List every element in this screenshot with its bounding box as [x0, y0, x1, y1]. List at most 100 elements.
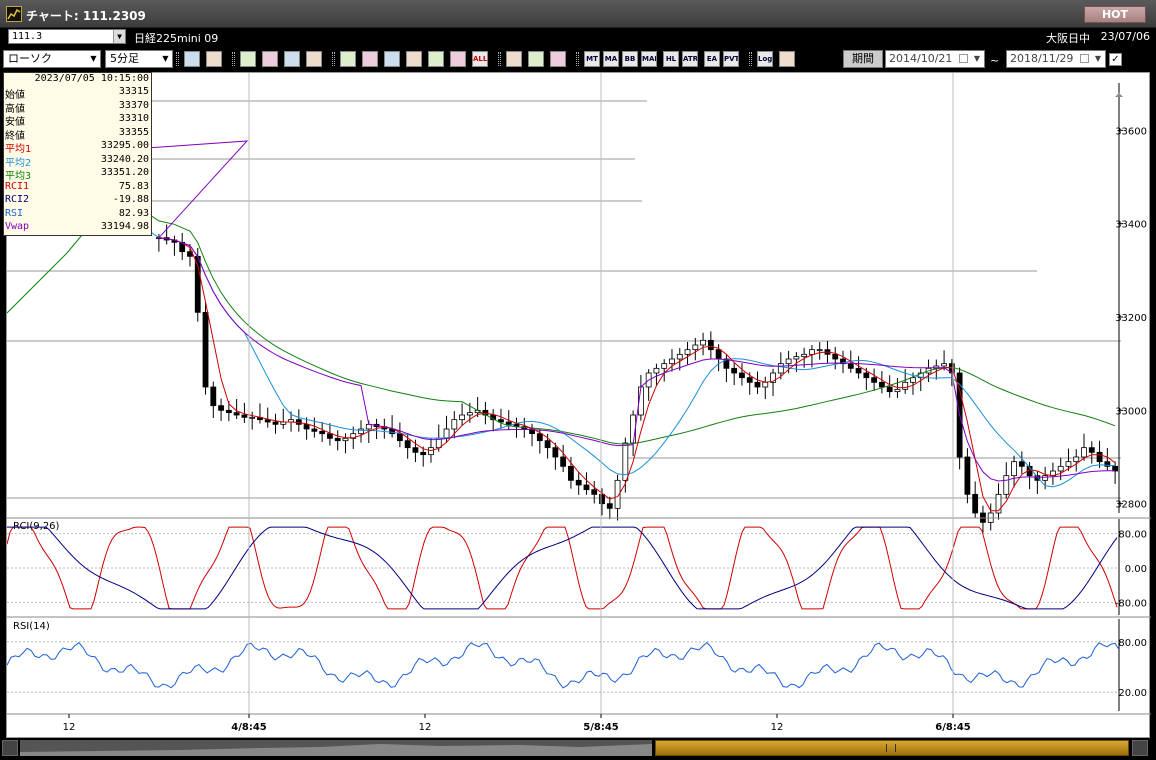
candle-body	[428, 447, 434, 456]
chart-area[interactable]: 33600 33400 33200 33000 32800 RCI(9,26) 80.00…	[6, 72, 1151, 739]
info-key: 終値	[5, 130, 25, 142]
candle-body	[863, 372, 870, 379]
candle-body	[972, 493, 979, 514]
zoom-icon[interactable]	[184, 51, 200, 67]
chart-type-value: ローソク	[8, 52, 52, 65]
start-date-value: 2014/10/21	[889, 52, 953, 65]
candle-body	[700, 339, 706, 346]
info-value: 82.93	[118, 207, 149, 219]
end-date-field[interactable]: 2018/11/29 ▼	[1006, 50, 1106, 68]
bar-right-icon[interactable]	[450, 51, 466, 67]
candle-body	[964, 456, 971, 495]
candle-body	[746, 377, 753, 383]
calendar-icon[interactable]	[1080, 54, 1089, 63]
candle-body	[412, 447, 419, 453]
candle-body	[816, 349, 823, 352]
disabled-icon[interactable]	[340, 51, 356, 67]
redo-icon[interactable]	[406, 51, 422, 67]
candle-body	[1011, 461, 1017, 477]
candle-body	[871, 377, 878, 383]
info-value: 33310	[118, 113, 149, 124]
line-icon[interactable]	[362, 51, 378, 67]
crosshair-icon[interactable]	[206, 51, 222, 67]
info-value: 33355	[118, 126, 149, 138]
pvt-icon[interactable]: PVT	[723, 51, 739, 67]
y-tick-label: 33400	[1115, 220, 1147, 231]
candle-body	[661, 363, 668, 369]
atr-icon[interactable]: ATR	[682, 51, 698, 67]
candle-body	[202, 311, 209, 388]
title-bar: チャート: 111.2309 HOT	[0, 0, 1156, 28]
ma-icon[interactable]: MA	[603, 51, 619, 67]
range-separator: ~	[990, 54, 1000, 67]
hl-icon[interactable]: HL	[663, 51, 679, 67]
candle-body	[249, 416, 256, 419]
horizontal-scrollbar[interactable]	[0, 738, 1156, 760]
mt-icon[interactable]: MT	[584, 51, 600, 67]
log-icon[interactable]: Log	[757, 51, 773, 67]
calendar-icon[interactable]	[959, 54, 968, 63]
candle-body	[575, 479, 582, 486]
start-date-field[interactable]: 2014/10/21 ▼	[885, 50, 985, 68]
hot-button[interactable]: HOT	[1084, 6, 1146, 23]
info-key: RSI	[5, 207, 24, 219]
candle-body	[692, 344, 699, 351]
y-tick-label: 33200	[1115, 313, 1147, 324]
candle-body	[179, 241, 186, 253]
candle-body	[303, 423, 310, 430]
info-row: RCI2 -19.88	[4, 194, 151, 207]
toolbar-separator	[332, 52, 335, 66]
scroll-right-button[interactable]	[1132, 740, 1148, 756]
candle-body	[995, 493, 1002, 514]
candle-body	[832, 353, 839, 360]
candle-body	[1018, 461, 1025, 467]
mae-icon[interactable]: MAE	[641, 51, 657, 67]
candle-body	[653, 367, 660, 374]
ma3-line	[7, 192, 1116, 445]
export-icon[interactable]	[779, 51, 795, 67]
bb-icon[interactable]: BB	[622, 51, 638, 67]
bar-left-icon[interactable]	[428, 51, 444, 67]
trend-icon[interactable]	[240, 51, 256, 67]
candle-body	[505, 421, 512, 425]
interval-select[interactable]: 5分足 ▼	[105, 50, 173, 68]
chevron-down-icon[interactable]: ▼	[90, 54, 97, 63]
chart-type-select[interactable]: ローソク ▼	[3, 50, 101, 68]
symbol-value: 111.3	[12, 31, 43, 42]
search-icon[interactable]	[262, 51, 278, 67]
scroll-overview-track[interactable]	[20, 740, 652, 756]
ohlc-info-panel: 2023/07/05 10:15:00 始値 33315 高値 33370 安値 3331…	[3, 72, 152, 236]
candle-body	[614, 479, 621, 509]
candle-body	[210, 386, 217, 407]
info-key: 平均1	[5, 144, 32, 155]
toolbar-separator	[749, 52, 752, 66]
rci-pane-title: RCI(9,26)	[13, 521, 60, 532]
candle-body	[583, 484, 590, 491]
scroll-thumb[interactable]	[655, 740, 1129, 756]
scroll-grip-icon[interactable]	[886, 744, 896, 752]
chevron-down-icon[interactable]: ▼	[973, 54, 981, 63]
chart-canvas[interactable]: 33600 33400 33200 33000 32800 RCI(9,26) 80.00…	[7, 73, 1151, 739]
wrench-icon[interactable]	[528, 51, 544, 67]
palette-icon[interactable]	[550, 51, 566, 67]
symbol-input[interactable]: 111.3 ▼	[8, 29, 126, 44]
candle-body	[878, 381, 885, 388]
ea-icon[interactable]: EA	[704, 51, 720, 67]
table-icon[interactable]	[284, 51, 300, 67]
price-grid	[7, 100, 1121, 499]
candle-body	[762, 381, 769, 388]
info-value: 33351.20	[100, 167, 149, 178]
chevron-down-icon[interactable]: ▼	[1094, 54, 1102, 63]
period-checkbox[interactable]: ✓	[1109, 53, 1122, 66]
cursor-icon[interactable]	[384, 51, 400, 67]
gear-icon[interactable]	[506, 51, 522, 67]
candle-body	[669, 358, 675, 365]
chevron-down-icon[interactable]: ▼	[162, 54, 169, 63]
scroll-left-button[interactable]	[2, 740, 18, 756]
info-row: 始値 33315	[4, 86, 151, 101]
trade-icon[interactable]	[306, 51, 322, 67]
candle-body	[1034, 475, 1041, 481]
chevron-down-icon[interactable]: ▼	[113, 30, 125, 43]
period-button[interactable]: 期間	[843, 50, 883, 68]
all-icon[interactable]: ALL	[472, 51, 488, 67]
